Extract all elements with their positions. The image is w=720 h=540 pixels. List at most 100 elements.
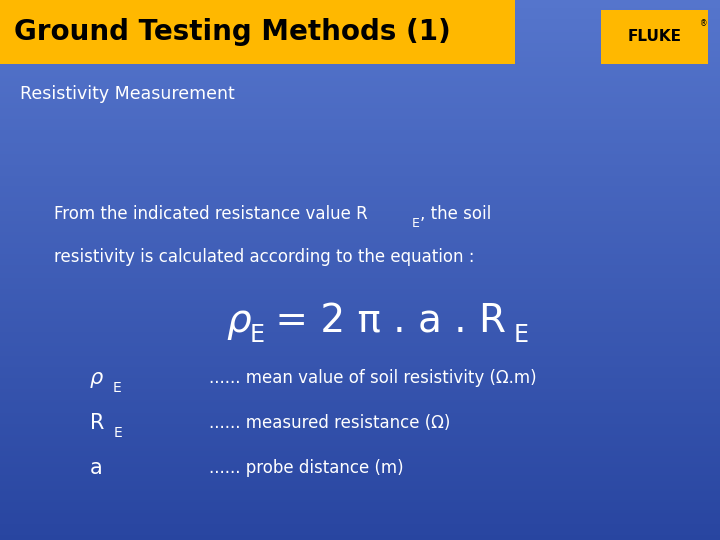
Bar (0, 224, 720, 227)
Bar (0, 416, 720, 418)
Bar (0, 211, 720, 213)
Bar (0, 335, 720, 338)
Bar (0, 154, 720, 157)
Bar (0, 40, 720, 43)
Bar (0, 421, 720, 424)
Bar (0, 286, 720, 289)
Bar (0, 246, 720, 248)
Bar (0, 397, 720, 400)
Bar (0, 200, 720, 202)
Bar (0, 259, 720, 262)
Bar (0, 532, 720, 535)
Bar (0, 202, 720, 205)
Bar (0, 143, 720, 146)
Bar (0, 132, 720, 135)
Bar (0, 84, 720, 86)
Bar (0, 119, 720, 122)
Bar (0, 529, 720, 532)
Text: a: a (90, 457, 103, 478)
Bar (0, 159, 720, 162)
Bar (0, 424, 720, 427)
Bar (0, 448, 720, 451)
Bar (0, 356, 720, 359)
Bar (0, 86, 720, 89)
Bar (0, 478, 720, 481)
Bar (0, 472, 720, 475)
Bar (0, 491, 720, 494)
Bar (0, 308, 720, 310)
Bar (0, 81, 720, 84)
Bar (0, 105, 720, 108)
Bar (0, 240, 720, 243)
Bar (0, 267, 720, 270)
Bar (0, 157, 720, 159)
Bar (0, 24, 720, 27)
Bar (0, 500, 720, 502)
Bar (0, 346, 720, 348)
Bar (0, 167, 720, 170)
Bar (0, 375, 720, 378)
Bar (0, 443, 720, 445)
Bar (0, 254, 720, 256)
Bar (0, 521, 720, 524)
Bar (0, 437, 720, 440)
Bar (0, 92, 720, 94)
Bar (0, 184, 720, 186)
Bar (0, 340, 720, 343)
Bar (0, 402, 720, 405)
Bar (0, 62, 720, 65)
Bar (0, 138, 720, 140)
Bar (0, 140, 720, 143)
Bar (0, 278, 720, 281)
Bar (0, 338, 720, 340)
Bar (0, 235, 720, 238)
Bar (0, 111, 720, 113)
Bar (0, 483, 720, 486)
Bar (0, 413, 720, 416)
Bar (0, 30, 720, 32)
Bar (0, 389, 720, 392)
Bar (0, 273, 720, 275)
Bar (0, 27, 720, 30)
Bar (0, 54, 720, 57)
Bar (0, 135, 720, 138)
Bar (0, 89, 720, 92)
Bar (0, 508, 720, 510)
Bar (0, 238, 720, 240)
Bar (0, 292, 720, 294)
Bar (0, 94, 720, 97)
Bar (0, 348, 720, 351)
Bar (0, 351, 720, 354)
Bar (0, 232, 720, 235)
Bar (0, 362, 720, 364)
Bar (0, 486, 720, 489)
Bar (0, 103, 720, 105)
Bar (0, 321, 720, 324)
Text: E: E (412, 217, 420, 230)
Bar (0, 432, 720, 435)
Text: E: E (114, 426, 122, 440)
Bar (0, 354, 720, 356)
Bar (0, 178, 720, 181)
Bar (0, 392, 720, 394)
Bar (0, 59, 720, 62)
Bar (0, 189, 720, 192)
Bar (0, 310, 720, 313)
Bar (0, 216, 720, 219)
Bar (0, 467, 720, 470)
Bar (0, 51, 720, 54)
Bar (0, 230, 720, 232)
Bar (0, 35, 720, 38)
Bar (0, 16, 720, 19)
Bar (0, 70, 720, 73)
Bar (0, 370, 720, 373)
Bar (0, 456, 720, 459)
Bar (0, 256, 720, 259)
Bar (0, 454, 720, 456)
Bar (0, 332, 720, 335)
Text: ρ: ρ (227, 302, 251, 340)
Bar (0, 270, 720, 273)
Bar (0, 305, 720, 308)
Bar (0, 373, 720, 375)
Bar (0, 3, 720, 5)
